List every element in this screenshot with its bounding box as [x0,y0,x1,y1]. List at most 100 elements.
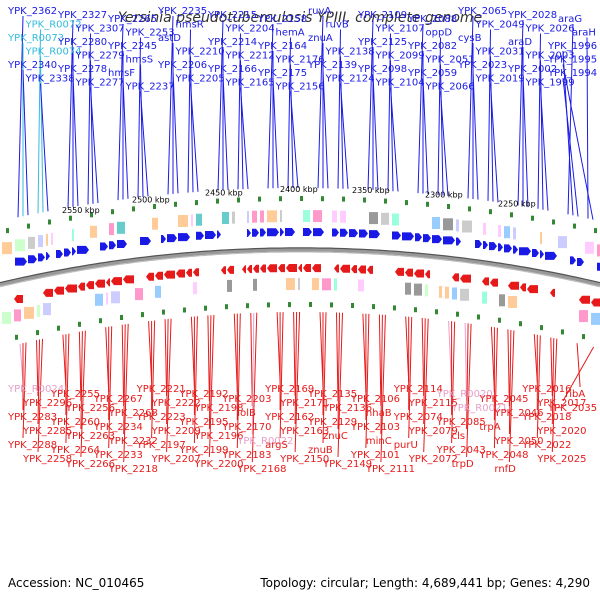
tick-mark [216,198,219,204]
gene-label: YPK_2031 [475,47,525,58]
label-leader-line [80,331,83,430]
gene-arrow [95,279,105,288]
genome-summary: Topology: circular; Length: 4,689,441 bp… [260,576,590,590]
bottom-gene-labels: YPK_R0024 YPK_2296 YPK_2283 YPK_2285 YPK_228… [7,384,597,475]
gene-label: YPK_2195 [178,417,228,428]
gene-label: araG [558,14,582,25]
label-leader-line [340,83,349,189]
label-leader-line [365,313,370,449]
gene-label: YPK_2267 [93,394,143,405]
tick-mark [582,334,585,340]
label-leader-line [586,37,589,219]
gene-arrow [178,233,190,242]
gene-arrow [46,252,50,261]
gene-label: YPK_2166 [207,64,257,75]
gene-label: YPK_2196 [193,431,243,442]
gene-arrow [205,231,216,240]
label-leader-line [437,37,441,196]
feature-block [585,241,594,254]
tick-mark [351,303,354,308]
gene-label: nhaB [366,408,392,419]
gene-label: oppD [426,28,453,39]
feature-block [443,218,453,231]
feature-block [513,227,516,240]
feature-block [445,286,449,299]
gene-label: YPK_2338 [25,74,75,85]
feature-block [106,292,108,305]
gene-label: YPK_2156 [275,82,325,93]
label-leader-line [90,60,94,204]
gene-label: YPK_2028 [507,10,557,21]
gene-label: YPK_2327 [57,10,107,21]
gene-arrow [260,264,266,273]
label-leader-line [466,323,469,430]
label-leader-line [237,33,241,190]
gene-arrow [550,288,555,297]
label-leader-line [451,321,456,444]
feature-block [482,291,487,304]
gene-label: YPK_2265 [107,14,157,25]
feature-block [38,235,43,248]
gene-label: YPK_2136 [322,403,372,414]
gene-arrow [54,286,64,295]
tick-mark [468,206,471,212]
gene-label: YPK_2245 [107,41,157,52]
gene-arrow [167,234,177,243]
gene-arrow [117,239,127,248]
ring-inner-edge [0,251,600,288]
gene-label: YPK_2043 [436,445,486,456]
tick-mark [225,304,228,310]
gene-arrow [278,264,285,273]
label-leader-line [123,323,129,463]
kbp-tick-label: 2500 kbp [132,195,170,204]
label-leader-line [421,317,425,397]
feature-block [247,211,249,223]
gene-arrow [349,229,358,238]
gene-label: hmsF [108,68,135,79]
gene-label: YPK_2255 [50,389,100,400]
gene-arrow [425,270,430,279]
gene-label: YPK_2050 [493,436,543,447]
gene-label: YPK_2101 [350,450,400,461]
label-leader-line [367,19,374,190]
gene-label: YPK_2018 [521,412,571,423]
tick-mark [384,198,387,204]
gene-label: znuA [308,33,333,44]
label-leader-line [466,323,472,458]
gene-arrow [475,240,482,249]
label-leader-line [251,312,258,463]
label-leader-line [562,77,579,217]
gene-label: YPK_R0074 [25,47,82,58]
gene-label: YPK_2234 [93,422,143,433]
bottom-feature-track [2,264,600,325]
gene-label: YPK_2169 [264,384,314,395]
gene-label: YPK_2065 [457,6,507,17]
label-leader-line [551,338,555,425]
label-leader-line [217,19,224,191]
gene-label: cls [452,431,466,442]
gene-label: hmsR [176,20,204,31]
feature-block [439,285,442,298]
label-leader-line [190,83,199,192]
label-leader-line [67,19,74,208]
gene-arrow [312,264,321,273]
gene-arrow [456,237,461,246]
feature-block [28,236,35,249]
label-leader-line [17,15,24,218]
feature-block [193,282,197,295]
gene-arrow [540,250,544,259]
feature-block [232,211,235,224]
gene-arrow [591,298,600,307]
label-leader-line [337,312,343,458]
gene-arrow [64,248,71,257]
feature-block [452,287,457,300]
feature-block [462,220,472,233]
gene-label: YPK_2164 [257,41,307,52]
label-leader-line [208,315,212,430]
gene-label: YPK_R0073 [7,33,64,44]
gene-arrow [313,228,324,237]
gene-label: YPK_2072 [408,454,458,465]
gene-arrow [43,288,53,297]
feature-block [312,278,319,291]
label-leader-line [272,77,279,189]
